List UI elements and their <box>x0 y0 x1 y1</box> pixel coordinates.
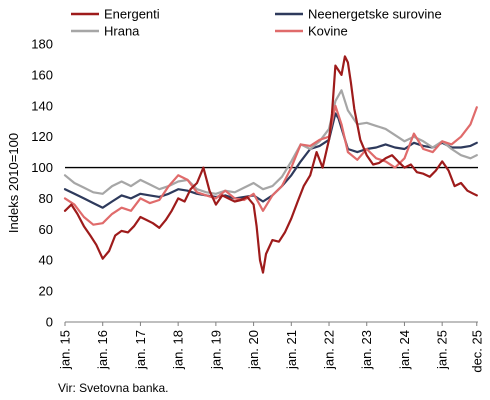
x-tick-label: jan. 17 <box>133 330 148 370</box>
x-tick-label: jan. 20 <box>246 330 261 370</box>
legend-label: Hrana <box>104 24 140 39</box>
legend-label: Energenti <box>104 7 160 22</box>
y-tick-label: 20 <box>39 284 53 299</box>
y-axis-label: Indeks 2010=100 <box>6 133 21 233</box>
legend-label: Kovine <box>308 24 348 39</box>
series-line-neenergetske-surovine <box>63 112 478 209</box>
y-tick-label: 40 <box>39 253 53 268</box>
x-tick-label: jan. 21 <box>284 330 299 370</box>
y-tick-label: 100 <box>31 160 53 175</box>
y-tick-label: 0 <box>46 315 53 330</box>
x-tick-label: dec. 25 <box>469 330 484 373</box>
source-note: Vir: Svetovna banka. <box>58 381 169 395</box>
y-axis: 0 20 40 60 80 100 120 140 160 180 <box>31 37 53 330</box>
legend-label: Neenergetske surovine <box>308 7 442 22</box>
x-tick-label: jan. 18 <box>171 330 186 370</box>
y-tick-label: 80 <box>39 191 53 206</box>
x-tick-label: jan. 16 <box>95 330 110 370</box>
x-tick-label: jan. 24 <box>397 330 412 370</box>
x-axis: jan. 15 jan. 16 jan. 17 jan. 18 jan. 19 jan. … <box>58 321 484 373</box>
series-line-kovine <box>63 104 478 226</box>
y-tick-label: 160 <box>31 67 53 82</box>
y-tick-label: 180 <box>31 37 53 52</box>
series-line-energenti <box>63 55 478 274</box>
x-tick-label: jan. 19 <box>208 330 223 370</box>
y-tick-label: 60 <box>39 222 53 237</box>
x-tick-label: jan. 25 <box>435 330 450 370</box>
series-group <box>63 55 478 274</box>
y-tick-label: 140 <box>31 98 53 113</box>
x-tick-label: jan. 23 <box>359 330 374 370</box>
x-tick-label: jan. 15 <box>58 330 73 370</box>
x-tick-label: jan. 22 <box>322 330 337 370</box>
legend: Energenti Neenergetske surovine Hrana Kovin… <box>71 7 442 39</box>
y-tick-label: 120 <box>31 129 53 144</box>
series-line-hrana <box>63 89 478 195</box>
